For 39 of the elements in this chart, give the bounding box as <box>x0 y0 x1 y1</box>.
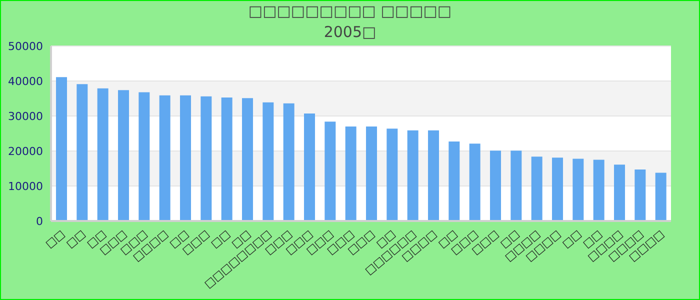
bar <box>200 96 212 221</box>
bar <box>428 130 439 221</box>
y-tick-label: 0 <box>36 214 43 228</box>
bar <box>97 88 108 221</box>
bar <box>386 128 398 221</box>
bar <box>345 126 356 221</box>
bar <box>283 103 294 221</box>
bar <box>262 102 274 221</box>
y-tick-label: 30000 <box>8 110 43 123</box>
bar <box>510 150 522 221</box>
bar <box>572 158 584 221</box>
y-tick-label: 50000 <box>8 40 43 53</box>
bar <box>407 130 418 221</box>
bar <box>634 170 646 221</box>
bar <box>304 114 315 221</box>
bar <box>469 144 480 221</box>
bar <box>593 160 604 221</box>
bar <box>552 158 563 221</box>
x-tick-label: □□ <box>42 227 68 251</box>
bar <box>56 77 67 221</box>
bar <box>76 84 88 221</box>
chart-subtitle: 2005□ <box>322 23 378 41</box>
y-tick-label: 40000 <box>8 74 43 88</box>
bar <box>159 95 170 221</box>
chart-title: □□□□□□□□□ □□□□□ <box>247 2 453 20</box>
bar <box>242 98 253 221</box>
bar <box>221 97 232 221</box>
y-tick-label: 10000 <box>8 180 43 193</box>
y-tick-label: 20000 <box>8 144 43 158</box>
bar <box>180 95 191 221</box>
bar <box>366 126 377 221</box>
bar <box>614 164 625 221</box>
bar <box>655 172 666 221</box>
bar <box>531 156 542 221</box>
bar <box>324 122 336 221</box>
bar <box>118 90 129 221</box>
bar <box>490 150 501 221</box>
bar <box>138 92 150 221</box>
bar <box>448 142 460 221</box>
